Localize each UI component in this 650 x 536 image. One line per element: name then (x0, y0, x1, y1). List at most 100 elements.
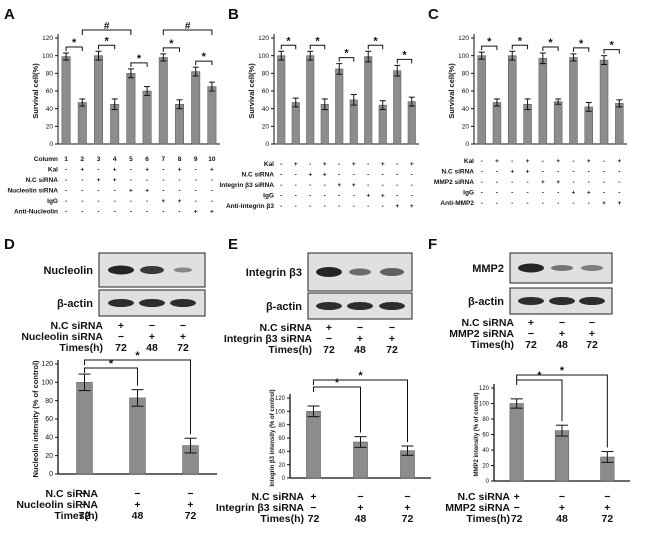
condition-value: - (367, 203, 369, 210)
condition-value: + (178, 198, 182, 205)
bar (378, 104, 387, 145)
condition-value: - (496, 169, 498, 176)
condition-value: - (618, 169, 620, 176)
blot-band (139, 299, 165, 307)
condition-value: - (146, 198, 148, 205)
condition-value: + (357, 502, 363, 514)
condition-value: + (294, 161, 298, 168)
y-axis-label: Survival cell(%) (31, 63, 40, 119)
condition-value: + (572, 190, 576, 197)
y-tick-label: 0 (49, 141, 53, 148)
condition-value: - (114, 209, 116, 216)
significance-bracket (65, 46, 83, 52)
condition-value: - (280, 172, 282, 179)
bar (538, 58, 548, 145)
condition-value: − (604, 491, 610, 503)
condition-value: - (309, 161, 311, 168)
y-tick-label: 120 (42, 35, 53, 42)
condition-value: 72 (79, 510, 91, 522)
blot-band (170, 299, 196, 307)
condition-value: + (526, 158, 530, 165)
condition-value: - (295, 193, 297, 200)
blot-band (380, 268, 404, 276)
blot-condition-value: 72 (386, 344, 398, 356)
condition-value: - (603, 179, 605, 186)
blot-condition-value: 72 (115, 342, 127, 354)
condition-row-label: Integrin β3 siRNA (216, 502, 305, 514)
bar (508, 55, 517, 145)
hash-mark: # (185, 21, 191, 32)
condition-row-label: Times(h) (466, 513, 510, 525)
y-tick-label: 100 (41, 380, 53, 387)
y-tick-label: 60 (482, 433, 489, 439)
condition-value: + (145, 188, 149, 195)
condition-value: - (130, 167, 132, 174)
y-tick-label: 80 (482, 417, 489, 423)
y-tick-label: 120 (479, 386, 490, 392)
blot-condition-value: + (559, 328, 565, 340)
blot-condition-value: 72 (177, 342, 189, 354)
y-axis-label: Survival cell(%) (447, 63, 456, 119)
condition-value: + (81, 488, 87, 500)
condition-value: - (338, 203, 340, 210)
condition-value: - (211, 188, 213, 195)
condition-value: + (145, 167, 149, 174)
bar (349, 99, 358, 145)
bar (129, 397, 146, 475)
y-tick-label: 120 (458, 35, 469, 42)
condition-value: + (310, 491, 316, 503)
condition-value: + (587, 158, 591, 165)
bar (142, 90, 152, 145)
blot-condition-label: Times(h) (268, 344, 312, 356)
condition-value: + (395, 203, 399, 210)
chart-panel-a: 0 20 40 60 80 100 120 Survival cell(%) * * * * * # # Co… (7, 21, 220, 216)
condition-value: - (162, 167, 164, 174)
blot-condition-value: + (589, 328, 595, 340)
condition-value: - (211, 177, 213, 184)
condition-value: 6 (145, 156, 149, 163)
condition-value: - (572, 200, 574, 207)
blot-condition-value: − (149, 320, 155, 332)
y-tick-label: 40 (45, 435, 53, 442)
blot-condition-value: − (389, 322, 395, 334)
blot-condition-value: + (528, 317, 534, 329)
condition-value: 72 (511, 513, 523, 525)
condition-value: - (295, 182, 297, 189)
y-tick-label: 80 (462, 71, 470, 78)
panel-label-b: B (228, 6, 239, 23)
bar (77, 102, 87, 145)
bar (599, 59, 609, 145)
condition-value: − (310, 502, 316, 514)
y-tick-label: 100 (458, 53, 469, 60)
condition-row-label: IgG (47, 198, 58, 205)
condition-value: - (295, 203, 297, 210)
blot-band (581, 265, 603, 271)
condition-value: - (511, 158, 513, 165)
y-tick-label: 20 (46, 124, 54, 131)
condition-value: - (396, 193, 398, 200)
y-axis-label: Nucleolin intensity (% of control) (31, 360, 40, 478)
significance-bracket (162, 47, 180, 52)
condition-value: - (572, 179, 574, 186)
blot-condition-label: Times(h) (470, 339, 514, 351)
condition-value: + (602, 200, 606, 207)
condition-row-label: IgG (463, 190, 474, 197)
condition-value: - (411, 193, 413, 200)
condition-value: + (556, 158, 560, 165)
condition-value: + (113, 177, 117, 184)
condition-value: - (411, 182, 413, 189)
significance-bracket (572, 47, 590, 52)
condition-value: + (556, 179, 560, 186)
condition-value: + (210, 167, 214, 174)
condition-value: - (496, 179, 498, 186)
condition-value: - (114, 198, 116, 205)
condition-value: - (603, 158, 605, 165)
y-tick-label: 60 (45, 416, 53, 423)
condition-value: - (65, 177, 67, 184)
significance-star: * (104, 35, 109, 47)
condition-value: - (81, 188, 83, 195)
